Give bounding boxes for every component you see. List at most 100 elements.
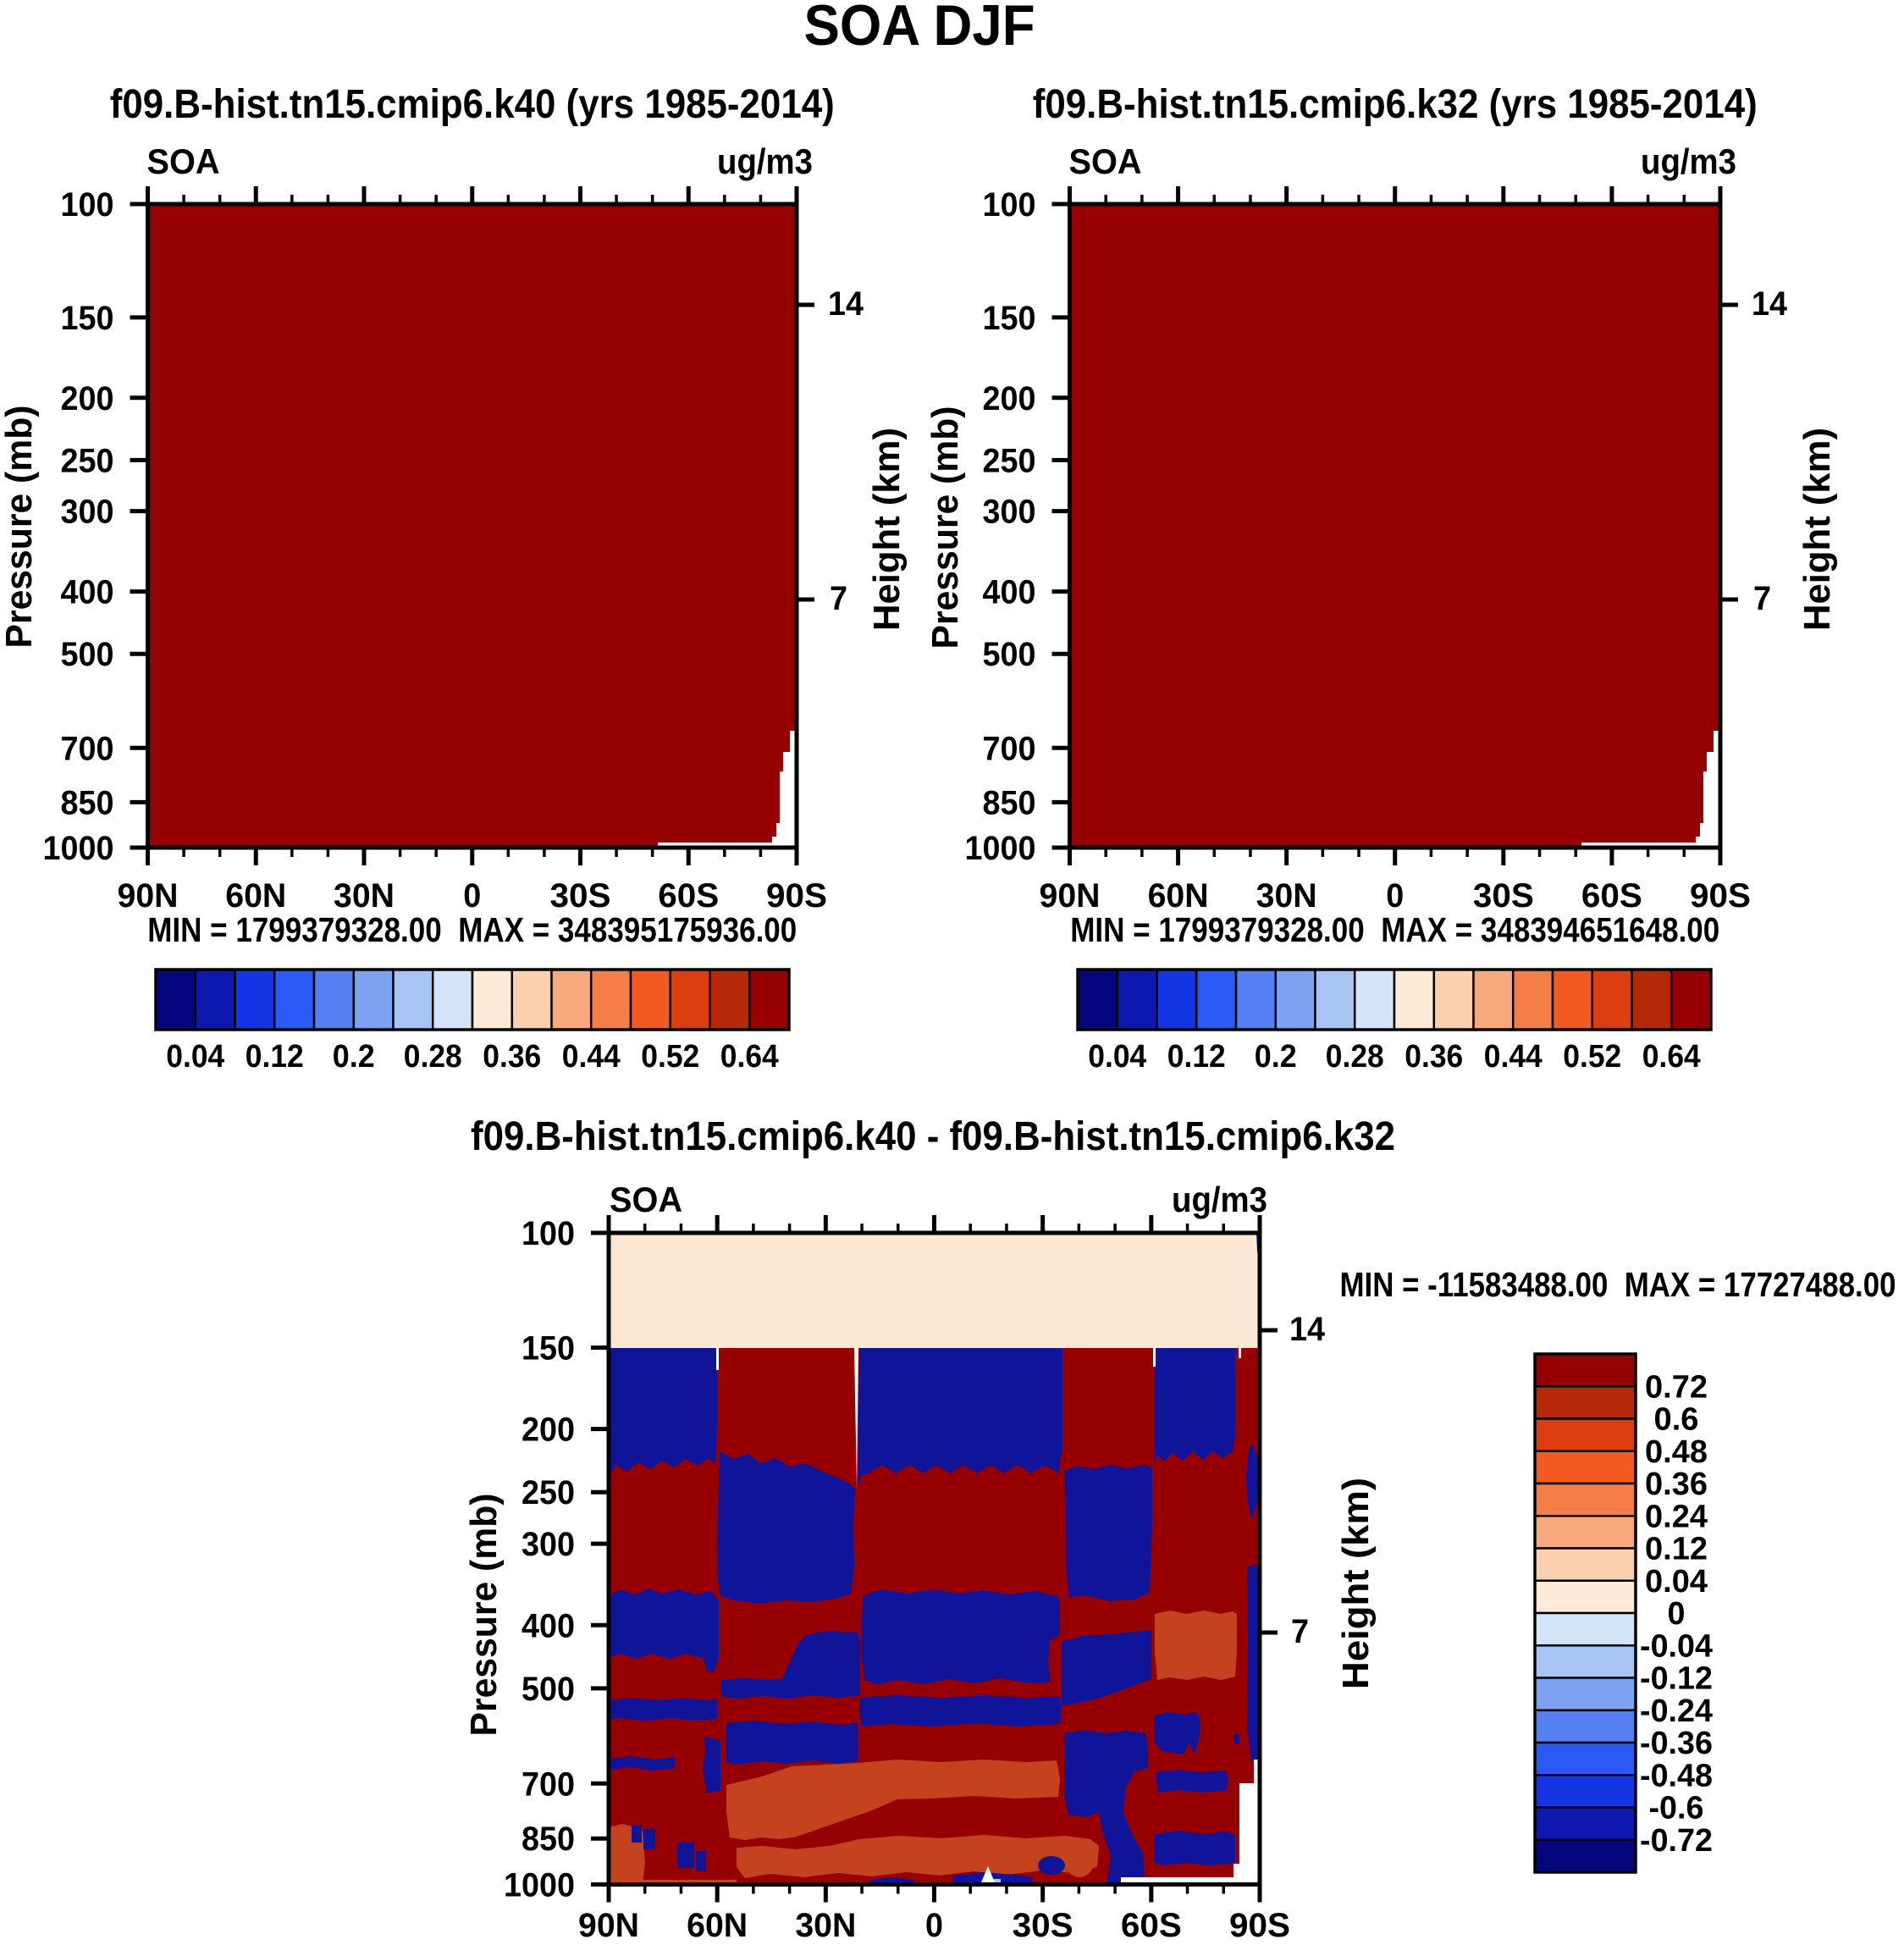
- svg-text:200: 200: [61, 380, 114, 417]
- svg-text:1000: 1000: [504, 1867, 575, 1904]
- svg-text:1000: 1000: [43, 830, 114, 867]
- svg-text:MIN = 1799379328.00 MAX = 348: MIN = 1799379328.00 MAX = 348394651648.0…: [1070, 910, 1719, 949]
- svg-text:250: 250: [61, 442, 114, 479]
- svg-text:250: 250: [983, 442, 1036, 479]
- svg-text:30N: 30N: [1256, 877, 1317, 914]
- svg-text:850: 850: [61, 784, 114, 821]
- svg-text:14: 14: [1752, 285, 1788, 323]
- svg-text:60S: 60S: [658, 877, 719, 914]
- svg-text:250: 250: [522, 1474, 575, 1511]
- svg-text:MIN = -11583488.00 MAX = 1772: MIN = -11583488.00 MAX = 17727488.00: [1340, 1265, 1896, 1304]
- svg-text:0.36: 0.36: [1405, 1039, 1463, 1075]
- svg-text:150: 150: [522, 1330, 575, 1368]
- svg-text:-0.36: -0.36: [1640, 1726, 1713, 1761]
- svg-text:f09.B-hist.tn15.cmip6.k40 - f0: f09.B-hist.tn15.cmip6.k40 - f09.B-hist.t…: [471, 1114, 1395, 1159]
- svg-text:850: 850: [522, 1821, 575, 1858]
- svg-text:90S: 90S: [1690, 877, 1751, 914]
- svg-text:Height (km): Height (km): [1335, 1478, 1377, 1689]
- svg-text:850: 850: [983, 784, 1036, 821]
- svg-text:150: 150: [983, 300, 1036, 337]
- svg-text:400: 400: [983, 574, 1036, 611]
- svg-text:0.2: 0.2: [333, 1039, 375, 1075]
- svg-text:30S: 30S: [1473, 877, 1534, 914]
- svg-text:30S: 30S: [550, 877, 611, 914]
- svg-text:ug/m3: ug/m3: [717, 141, 813, 181]
- svg-text:100: 100: [522, 1215, 575, 1252]
- svg-text:0.52: 0.52: [641, 1039, 699, 1075]
- svg-text:0.48: 0.48: [1645, 1434, 1708, 1470]
- svg-text:-0.48: -0.48: [1640, 1758, 1713, 1793]
- svg-text:30S: 30S: [1013, 1907, 1073, 1941]
- svg-text:200: 200: [522, 1412, 575, 1449]
- svg-text:Pressure (mb): Pressure (mb): [463, 1494, 505, 1737]
- svg-text:60N: 60N: [225, 877, 286, 914]
- svg-text:0.24: 0.24: [1645, 1499, 1708, 1534]
- svg-text:90N: 90N: [578, 1907, 639, 1941]
- svg-text:0.44: 0.44: [562, 1039, 621, 1075]
- svg-text:300: 300: [522, 1526, 575, 1563]
- svg-text:0.04: 0.04: [166, 1039, 224, 1075]
- svg-text:500: 500: [983, 636, 1036, 673]
- svg-text:ug/m3: ug/m3: [1641, 141, 1736, 181]
- svg-text:MIN = 1799379328.00 MAX = 348: MIN = 1799379328.00 MAX = 348395175936.0…: [147, 910, 797, 949]
- svg-text:Pressure (mb): Pressure (mb): [924, 406, 966, 649]
- svg-text:SOA: SOA: [147, 141, 220, 181]
- svg-text:ug/m3: ug/m3: [1172, 1180, 1267, 1219]
- svg-text:7: 7: [1291, 1613, 1309, 1650]
- svg-text:100: 100: [983, 186, 1036, 224]
- svg-text:30N: 30N: [334, 877, 395, 914]
- svg-text:Height (km): Height (km): [866, 428, 908, 631]
- svg-text:0.28: 0.28: [1326, 1039, 1384, 1075]
- svg-text:SOA DJF: SOA DJF: [804, 0, 1035, 58]
- svg-text:f09.B-hist.tn15.cmip6.k32 (yrs: f09.B-hist.tn15.cmip6.k32 (yrs 1985-2014…: [1033, 82, 1758, 127]
- svg-text:0.12: 0.12: [1645, 1532, 1708, 1567]
- svg-text:60S: 60S: [1581, 877, 1642, 914]
- svg-text:14: 14: [828, 285, 864, 323]
- svg-text:0.2: 0.2: [1255, 1039, 1297, 1075]
- svg-text:-0.04: -0.04: [1640, 1628, 1713, 1664]
- svg-text:0.44: 0.44: [1484, 1039, 1543, 1075]
- svg-text:700: 700: [522, 1765, 575, 1803]
- svg-text:700: 700: [61, 730, 114, 767]
- svg-text:-0.12: -0.12: [1640, 1661, 1713, 1697]
- svg-text:7: 7: [830, 580, 847, 617]
- svg-text:150: 150: [61, 300, 114, 337]
- svg-text:7: 7: [1753, 580, 1771, 617]
- svg-text:14: 14: [1289, 1311, 1326, 1348]
- svg-text:0.52: 0.52: [1563, 1039, 1621, 1075]
- svg-text:0.04: 0.04: [1088, 1039, 1146, 1075]
- svg-text:90N: 90N: [118, 877, 179, 914]
- svg-text:1000: 1000: [965, 830, 1036, 867]
- svg-text:60N: 60N: [687, 1907, 748, 1941]
- svg-text:60N: 60N: [1148, 877, 1209, 914]
- svg-text:90S: 90S: [766, 877, 827, 914]
- svg-text:-0.72: -0.72: [1640, 1823, 1713, 1859]
- svg-text:300: 300: [61, 494, 114, 531]
- svg-text:200: 200: [983, 380, 1036, 417]
- svg-text:500: 500: [61, 636, 114, 673]
- svg-text:300: 300: [983, 494, 1036, 531]
- svg-text:400: 400: [522, 1607, 575, 1644]
- svg-text:0.64: 0.64: [1642, 1039, 1701, 1075]
- svg-text:100: 100: [61, 186, 114, 224]
- svg-text:0: 0: [1386, 877, 1404, 914]
- svg-text:SOA: SOA: [610, 1180, 682, 1219]
- svg-text:0: 0: [925, 1907, 943, 1941]
- svg-text:0.04: 0.04: [1645, 1564, 1708, 1600]
- svg-text:0: 0: [1668, 1596, 1686, 1632]
- svg-text:f09.B-hist.tn15.cmip6.k40 (yrs: f09.B-hist.tn15.cmip6.k40 (yrs 1985-2014…: [110, 82, 835, 127]
- svg-text:0.36: 0.36: [1645, 1467, 1708, 1502]
- svg-text:0.28: 0.28: [404, 1039, 462, 1075]
- svg-text:0: 0: [463, 877, 481, 914]
- svg-text:90S: 90S: [1229, 1907, 1290, 1941]
- svg-text:0.12: 0.12: [1167, 1039, 1226, 1075]
- svg-text:0.64: 0.64: [720, 1039, 779, 1075]
- svg-text:60S: 60S: [1121, 1907, 1182, 1941]
- svg-text:500: 500: [522, 1671, 575, 1708]
- svg-text:SOA: SOA: [1069, 141, 1142, 181]
- svg-text:0.72: 0.72: [1645, 1369, 1708, 1405]
- svg-text:700: 700: [983, 730, 1036, 767]
- svg-text:0.12: 0.12: [246, 1039, 304, 1075]
- svg-text:400: 400: [61, 574, 114, 611]
- svg-text:Pressure (mb): Pressure (mb): [0, 406, 40, 649]
